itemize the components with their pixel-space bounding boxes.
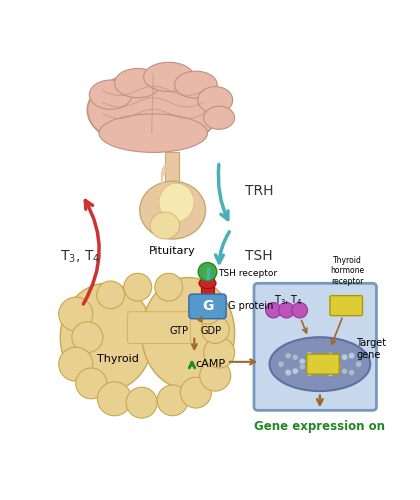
Text: GDP: GDP: [201, 326, 222, 336]
Circle shape: [201, 316, 229, 344]
Circle shape: [124, 274, 152, 301]
Circle shape: [76, 368, 107, 399]
Ellipse shape: [159, 183, 194, 222]
Text: G protein: G protein: [228, 302, 273, 312]
Circle shape: [278, 361, 284, 367]
Ellipse shape: [175, 71, 217, 98]
Bar: [165, 152, 179, 183]
Circle shape: [313, 366, 320, 372]
Ellipse shape: [270, 337, 370, 391]
Text: TSH receptor: TSH receptor: [218, 269, 278, 278]
Text: Thyroid
hormone
receptor: Thyroid hormone receptor: [330, 256, 364, 286]
Circle shape: [341, 368, 348, 374]
Circle shape: [355, 361, 362, 367]
Circle shape: [265, 302, 281, 318]
Circle shape: [292, 302, 307, 318]
Circle shape: [157, 385, 188, 416]
Ellipse shape: [115, 68, 161, 98]
Circle shape: [320, 366, 326, 372]
Circle shape: [194, 296, 221, 324]
Text: Pituitary: Pituitary: [149, 246, 196, 256]
FancyBboxPatch shape: [189, 294, 226, 318]
Circle shape: [313, 356, 320, 362]
Circle shape: [341, 354, 348, 360]
FancyBboxPatch shape: [307, 354, 339, 374]
Ellipse shape: [87, 72, 219, 148]
Circle shape: [292, 368, 298, 374]
Circle shape: [59, 347, 93, 381]
Circle shape: [97, 281, 125, 308]
Ellipse shape: [89, 80, 132, 110]
Circle shape: [334, 364, 341, 370]
Ellipse shape: [60, 284, 153, 391]
Ellipse shape: [99, 114, 207, 152]
Circle shape: [198, 262, 217, 281]
FancyBboxPatch shape: [330, 296, 362, 316]
Circle shape: [299, 358, 305, 364]
Circle shape: [204, 337, 235, 368]
Circle shape: [355, 361, 362, 367]
Text: T$_3$, T$_4$: T$_3$, T$_4$: [60, 248, 100, 264]
Circle shape: [349, 370, 354, 376]
Text: G: G: [202, 300, 213, 314]
Circle shape: [327, 352, 333, 358]
Text: Thyroid: Thyroid: [97, 354, 139, 364]
Circle shape: [327, 370, 333, 376]
Ellipse shape: [204, 106, 235, 130]
Text: T$_3$, T$_4$: T$_3$, T$_4$: [274, 294, 303, 307]
Circle shape: [180, 377, 211, 408]
Text: Gene expression on: Gene expression on: [255, 420, 386, 434]
Circle shape: [155, 274, 183, 301]
Circle shape: [285, 352, 291, 359]
Circle shape: [59, 297, 93, 331]
Circle shape: [349, 352, 354, 359]
Circle shape: [279, 302, 294, 318]
Text: TSH: TSH: [245, 250, 272, 264]
Circle shape: [306, 370, 312, 376]
FancyBboxPatch shape: [128, 312, 190, 344]
Circle shape: [278, 361, 284, 367]
Text: TRH: TRH: [245, 184, 273, 198]
Ellipse shape: [198, 86, 233, 114]
Circle shape: [320, 356, 326, 362]
FancyBboxPatch shape: [254, 284, 376, 410]
Ellipse shape: [142, 278, 235, 389]
Circle shape: [200, 360, 231, 391]
Ellipse shape: [140, 182, 205, 239]
Circle shape: [299, 364, 305, 370]
Ellipse shape: [150, 212, 180, 239]
Circle shape: [292, 354, 298, 360]
Circle shape: [97, 382, 131, 416]
Text: GTP: GTP: [169, 326, 188, 336]
Bar: [200, 276, 215, 298]
Circle shape: [334, 358, 341, 364]
Circle shape: [126, 388, 157, 418]
Ellipse shape: [199, 278, 216, 288]
Circle shape: [306, 352, 312, 358]
Ellipse shape: [144, 62, 194, 92]
Circle shape: [72, 322, 103, 352]
Text: Target
gene: Target gene: [356, 338, 386, 359]
Circle shape: [285, 370, 291, 376]
Text: cAMP: cAMP: [196, 359, 226, 369]
